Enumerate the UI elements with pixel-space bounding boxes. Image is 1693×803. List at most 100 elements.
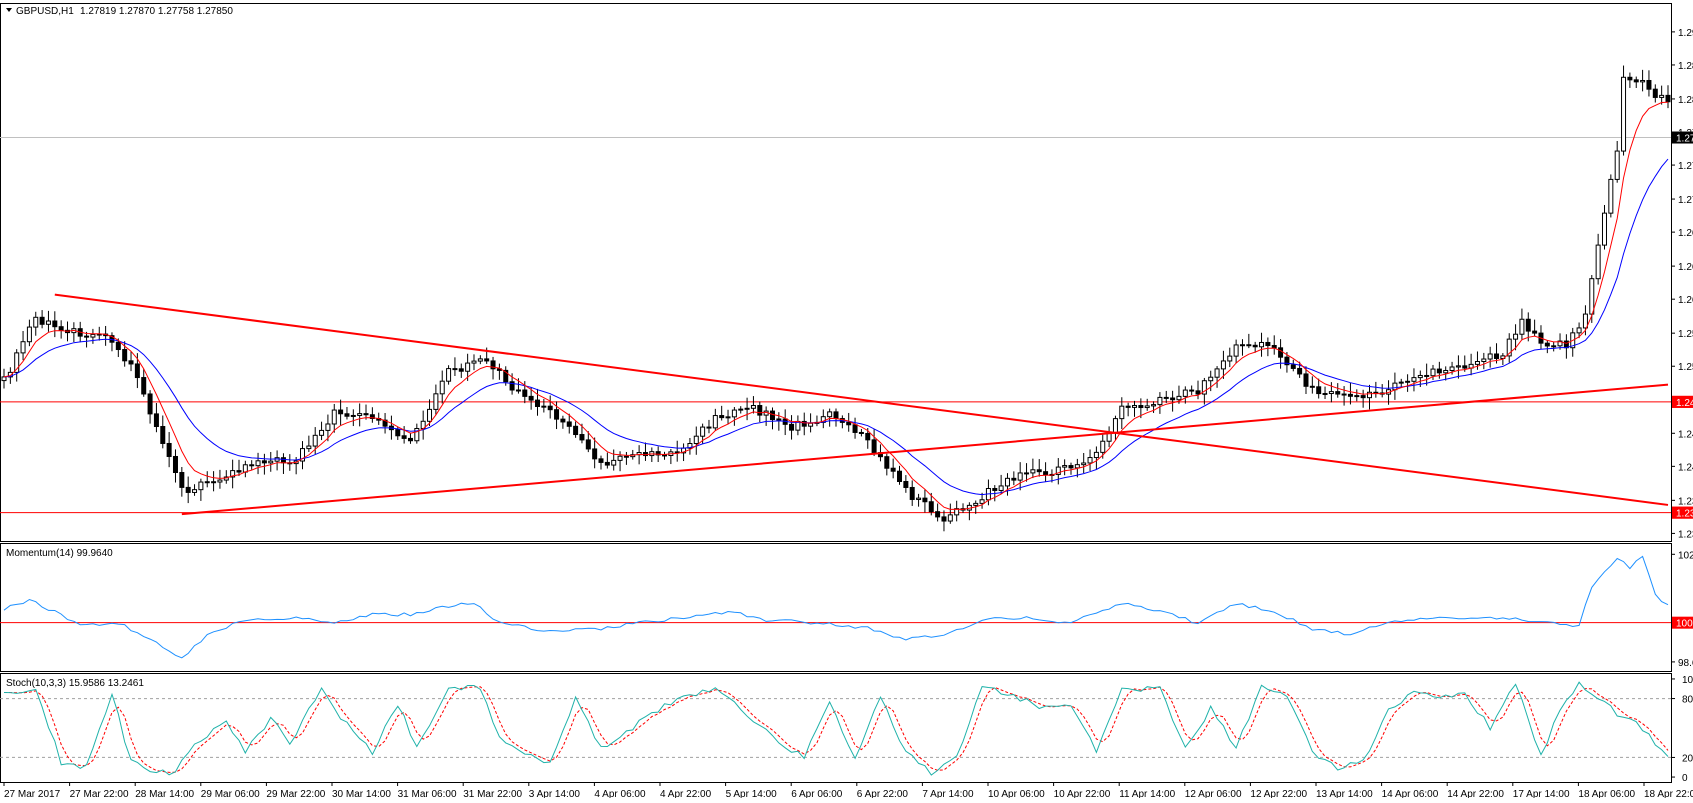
candle-body: [827, 411, 833, 418]
time-tick-label: 27 Mar 22:00: [70, 789, 129, 798]
candle: [1068, 462, 1074, 475]
candle-body: [1112, 418, 1118, 434]
level-badge-bg-1: [1672, 395, 1693, 408]
candle: [1163, 390, 1169, 403]
time-tick-label: 5 Apr 14:00: [726, 789, 778, 798]
candle-body: [1633, 79, 1639, 83]
candle-body: [522, 389, 528, 397]
candle: [1227, 347, 1233, 368]
candle: [306, 435, 312, 452]
candle-body: [1652, 88, 1658, 98]
candle-body: [1430, 368, 1436, 377]
candle-body: [211, 481, 217, 484]
candle: [1335, 383, 1341, 398]
candle: [801, 412, 807, 436]
candle: [566, 413, 572, 434]
candle: [160, 415, 166, 449]
candle: [261, 453, 267, 475]
price-tick-label: 1.27180: [1678, 195, 1693, 206]
candle-body: [808, 422, 814, 427]
current-price-label: 1.27850: [1676, 134, 1693, 145]
candle: [331, 403, 337, 433]
time-tick-label: 6 Apr 06:00: [791, 789, 843, 798]
trendline-1[interactable]: [54, 293, 1669, 506]
candle-body: [687, 443, 693, 449]
candle-body: [700, 426, 706, 437]
stochastic-pane: [0, 681, 1671, 776]
candle: [1659, 85, 1665, 105]
candle: [1341, 386, 1347, 406]
candle: [300, 441, 306, 470]
candle-body: [1659, 94, 1665, 98]
candle-body: [484, 358, 490, 362]
candle-body: [979, 499, 985, 504]
candle: [382, 412, 388, 434]
candle-body: [1557, 340, 1563, 347]
time-tick-label: 18 Apr 22:00: [1644, 789, 1693, 798]
candle: [1379, 384, 1385, 398]
candle: [534, 388, 540, 416]
candle: [1614, 140, 1620, 183]
candle: [471, 354, 477, 371]
candle: [1640, 69, 1646, 92]
candle: [1627, 72, 1633, 88]
candle-body: [1417, 374, 1423, 379]
candle: [141, 368, 147, 397]
candle-body: [1208, 376, 1214, 382]
candle: [344, 406, 350, 420]
trendline-2[interactable]: [181, 383, 1669, 516]
candle-body: [865, 432, 871, 441]
candle-body: [452, 368, 458, 371]
candle-body: [414, 427, 420, 442]
price-tick-label: 1.25720: [1678, 329, 1693, 340]
candle-body: [1341, 393, 1347, 396]
candle-body: [172, 455, 178, 474]
candle-body: [490, 360, 496, 370]
candle: [1398, 378, 1404, 388]
candle-body: [579, 434, 585, 441]
candle: [268, 451, 274, 472]
candle: [217, 469, 223, 489]
current-price-badge: [1672, 131, 1693, 144]
candle: [884, 453, 890, 476]
candle: [274, 450, 280, 471]
candle-body: [1595, 244, 1601, 280]
candle-body: [1303, 373, 1309, 387]
candle-body: [45, 320, 51, 325]
candle-body: [147, 393, 153, 415]
candle: [579, 423, 585, 444]
price-tick-label: 1.26450: [1678, 262, 1693, 273]
candle-body: [1176, 395, 1182, 401]
candle-body: [1017, 472, 1023, 481]
candle: [1544, 340, 1550, 354]
candle-body: [1551, 345, 1557, 348]
candle: [33, 311, 39, 336]
time-tick-label: 14 Apr 06:00: [1382, 789, 1439, 798]
candle-body: [1589, 278, 1595, 315]
candle-body: [325, 423, 331, 431]
candle-body: [1506, 338, 1512, 357]
candle-body: [903, 480, 909, 488]
candle-body: [1582, 313, 1588, 329]
stochastic-tick-label: 0: [1682, 773, 1688, 784]
candle: [598, 455, 604, 470]
time-tick-label: 4 Apr 22:00: [660, 789, 712, 798]
candle: [1621, 65, 1627, 156]
candle: [39, 310, 45, 329]
candle: [1303, 366, 1309, 395]
candle: [738, 406, 744, 414]
candle-body: [433, 393, 439, 410]
candle-body: [306, 445, 312, 450]
dropdown-triangle-icon[interactable]: [6, 8, 12, 12]
candle-body: [909, 486, 915, 500]
candle-body: [1246, 344, 1252, 347]
candle-body: [1036, 469, 1042, 473]
candle: [122, 341, 128, 367]
candle-body: [179, 472, 185, 488]
candle-body: [1024, 472, 1030, 475]
candle-body: [122, 349, 128, 362]
candle-body: [598, 458, 604, 463]
candle-body: [573, 425, 579, 436]
candle: [147, 390, 153, 424]
